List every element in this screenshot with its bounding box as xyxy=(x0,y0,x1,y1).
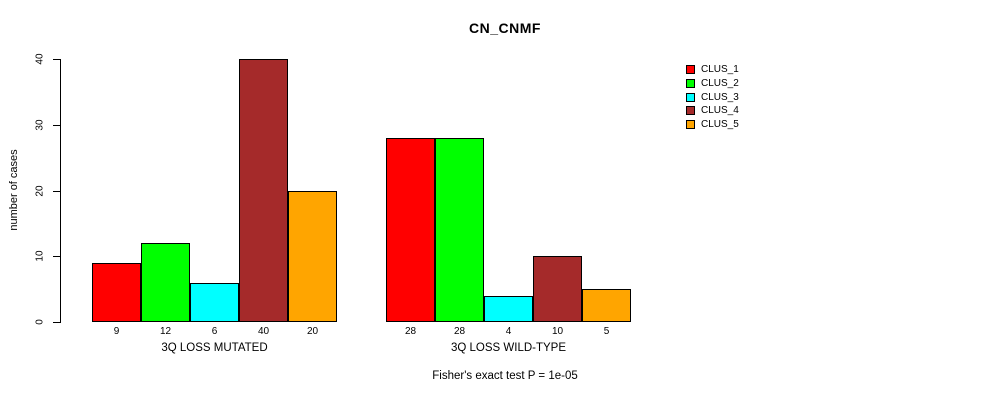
y-axis-tick-label: 10 xyxy=(34,250,46,262)
y-axis-tick xyxy=(53,322,60,323)
fisher-test-annotation: Fisher's exact test P = 1e-05 xyxy=(432,370,578,382)
bar-clus_5-group2 xyxy=(582,289,631,322)
bar-value-label: 10 xyxy=(551,326,564,337)
y-axis-tick-label: 20 xyxy=(34,184,46,197)
bar-value-label: 9 xyxy=(113,326,120,337)
bar-clus_4-group2 xyxy=(533,256,582,322)
bar-clus_3-group2 xyxy=(484,295,533,322)
legend-swatch-icon xyxy=(686,79,695,89)
y-axis-tick-label: 0 xyxy=(34,319,46,325)
bar-clus_2-group1 xyxy=(141,243,190,322)
legend-swatch-icon xyxy=(686,120,695,130)
y-axis-tick xyxy=(53,124,60,126)
bar-clus_2-group2 xyxy=(435,137,484,322)
legend-item-clus_1: CLUS_1 xyxy=(686,63,739,77)
bar-clus_4-group1 xyxy=(239,59,288,322)
chart-title: CN_CNMF xyxy=(469,20,541,36)
bar-clus_3-group1 xyxy=(190,282,239,322)
bar-value-label: 5 xyxy=(603,326,610,337)
bar-value-label: 12 xyxy=(159,326,172,337)
legend-swatch-icon xyxy=(686,106,695,116)
legend-label: CLUS_4 xyxy=(701,105,739,117)
y-axis-tick xyxy=(53,190,60,192)
y-axis-tick-label: 30 xyxy=(34,119,46,131)
legend-label: CLUS_2 xyxy=(701,78,739,90)
legend: CLUS_1 CLUS_2 CLUS_3 CLUS_4 CLUS_5 xyxy=(686,63,739,131)
legend-label: CLUS_1 xyxy=(701,64,739,76)
bar-value-label: 4 xyxy=(505,326,512,337)
legend-swatch-icon xyxy=(686,65,695,75)
y-axis-tick xyxy=(53,59,60,60)
y-axis-title: number of cases xyxy=(8,149,20,231)
legend-label: CLUS_5 xyxy=(701,119,739,131)
legend-item-clus_4: CLUS_4 xyxy=(686,104,739,118)
bar-value-label: 28 xyxy=(404,326,417,337)
x-axis-group-label: 3Q LOSS WILD-TYPE xyxy=(450,342,567,354)
bar-value-label: 6 xyxy=(211,326,218,337)
bar-clus_1-group2 xyxy=(386,137,435,322)
bar-value-label: 20 xyxy=(306,326,319,337)
legend-item-clus_3: CLUS_3 xyxy=(686,90,739,104)
y-axis-tick xyxy=(53,256,60,258)
y-axis-tick-label: 40 xyxy=(34,53,46,65)
x-axis-group-label: 3Q LOSS MUTATED xyxy=(161,342,268,354)
legend-label: CLUS_3 xyxy=(701,91,739,103)
legend-item-clus_5: CLUS_5 xyxy=(686,118,739,132)
y-axis-line xyxy=(60,59,61,323)
bar-value-label: 40 xyxy=(257,326,270,337)
legend-item-clus_2: CLUS_2 xyxy=(686,77,739,91)
legend-swatch-icon xyxy=(686,92,695,102)
bar-clus_1-group1 xyxy=(92,262,141,322)
bar-clus_5-group1 xyxy=(288,190,337,322)
bar-value-label: 28 xyxy=(453,326,466,337)
